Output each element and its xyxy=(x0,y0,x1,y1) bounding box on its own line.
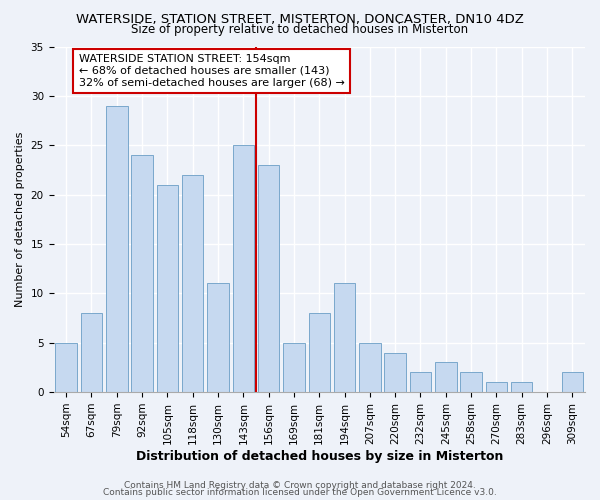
Bar xyxy=(385,352,406,392)
Text: WATERSIDE STATION STREET: 154sqm
← 68% of detached houses are smaller (143)
32% : WATERSIDE STATION STREET: 154sqm ← 68% o… xyxy=(79,54,345,88)
Bar xyxy=(182,175,203,392)
Bar xyxy=(106,106,128,392)
Bar xyxy=(157,184,178,392)
Bar xyxy=(233,145,254,392)
Bar xyxy=(81,313,102,392)
Text: Contains public sector information licensed under the Open Government Licence v3: Contains public sector information licen… xyxy=(103,488,497,497)
Text: Contains HM Land Registry data © Crown copyright and database right 2024.: Contains HM Land Registry data © Crown c… xyxy=(124,480,476,490)
Bar xyxy=(485,382,507,392)
Bar xyxy=(334,284,355,392)
Bar xyxy=(55,342,77,392)
Bar xyxy=(131,155,153,392)
Bar xyxy=(511,382,532,392)
Y-axis label: Number of detached properties: Number of detached properties xyxy=(15,132,25,307)
Bar xyxy=(258,165,280,392)
Bar xyxy=(207,284,229,392)
Bar xyxy=(359,342,380,392)
Bar xyxy=(435,362,457,392)
Bar xyxy=(562,372,583,392)
Bar xyxy=(460,372,482,392)
Text: Size of property relative to detached houses in Misterton: Size of property relative to detached ho… xyxy=(131,22,469,36)
Text: WATERSIDE, STATION STREET, MISTERTON, DONCASTER, DN10 4DZ: WATERSIDE, STATION STREET, MISTERTON, DO… xyxy=(76,12,524,26)
Bar xyxy=(283,342,305,392)
Bar xyxy=(410,372,431,392)
Bar xyxy=(308,313,330,392)
X-axis label: Distribution of detached houses by size in Misterton: Distribution of detached houses by size … xyxy=(136,450,503,462)
